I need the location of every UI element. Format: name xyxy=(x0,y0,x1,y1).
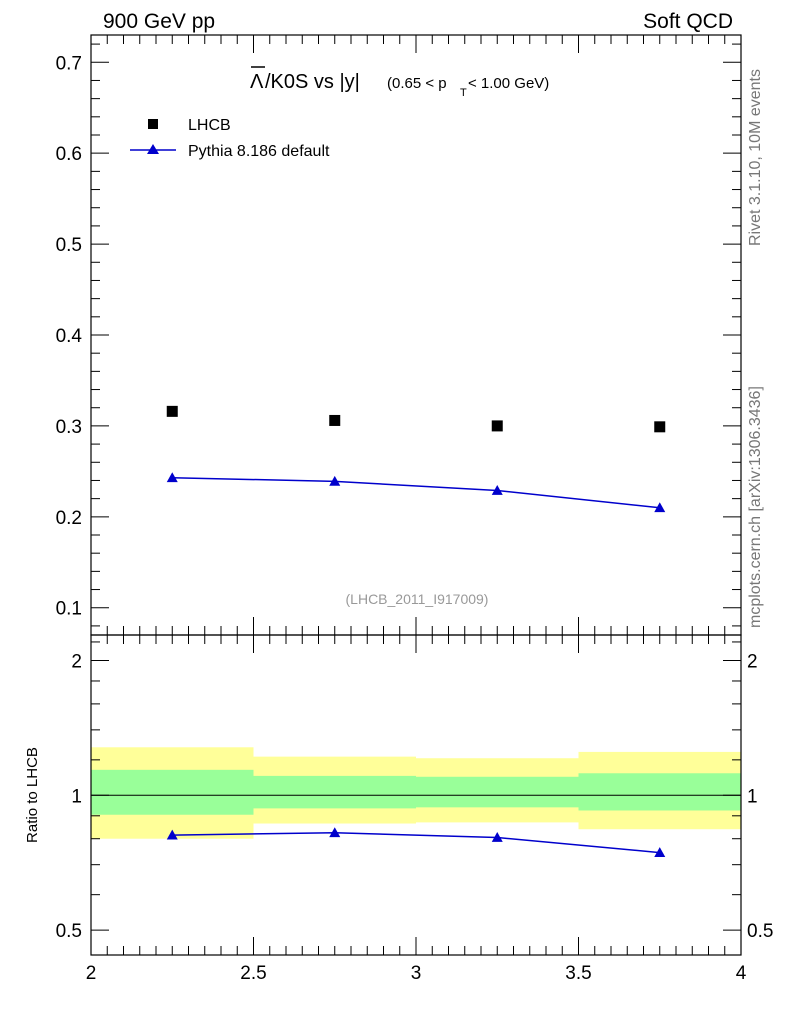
ratio-frame xyxy=(90,634,742,956)
plot-title-cut-open: (0.65 < p xyxy=(387,75,447,92)
ratio-band-inner xyxy=(578,773,741,811)
ratio-ytick-label-right: 1 xyxy=(747,786,758,807)
main-ytick-label: 0.6 xyxy=(56,144,82,165)
ratio-mc-curve xyxy=(172,831,660,854)
analysis-id-label: (LHCB_2011_I917009) xyxy=(346,591,489,607)
plot-title-main: /K0S vs |y| xyxy=(265,71,360,93)
mcplots-label: mcplots.cern.ch [arXiv:1306.3436] xyxy=(747,386,764,628)
header-category-label: Soft QCD xyxy=(643,10,733,33)
ratio-xtick-label: 3.5 xyxy=(565,963,591,984)
main-ytick-label: 0.1 xyxy=(56,599,82,620)
main-ytick-label: 0.3 xyxy=(56,417,82,438)
plot-title-cut-sub: T xyxy=(460,87,467,99)
legend-mc-marker xyxy=(147,144,159,154)
main-ytick-label: 0.2 xyxy=(56,508,82,529)
ratio-mc-point xyxy=(491,832,503,842)
mc-point xyxy=(166,472,178,483)
ratio-ytick-label-left: 2 xyxy=(71,651,82,672)
main-ytick-label: 0.4 xyxy=(56,326,83,347)
data-point xyxy=(329,414,341,426)
mc-point xyxy=(329,475,341,486)
ratio-bands xyxy=(91,747,741,839)
plot-title-cut-close: < 1.00 GeV) xyxy=(468,75,549,92)
ratio-y-ticks: 0.5 0.5 1 1 2 2 xyxy=(56,641,773,942)
mc-point xyxy=(654,502,666,513)
ratio-series xyxy=(166,827,666,857)
header-energy-label: 900 GeV pp xyxy=(103,10,215,33)
plot-title: Λ /K0S vs |y| (0.65 < p T < 1.00 GeV) xyxy=(250,66,549,99)
legend-data-label: LHCB xyxy=(188,117,231,134)
ratio-xtick-label: 2 xyxy=(86,963,97,984)
ratio-panel: 0.5 0.5 1 1 2 2 2 2.5 3 3.5 4 Ratio to LHCB xyxy=(24,634,773,984)
ratio-ytick-label-right: 2 xyxy=(747,651,758,672)
data-point xyxy=(654,421,666,433)
mc-curve xyxy=(172,476,660,509)
main-ytick-label: 0.5 xyxy=(56,235,82,256)
ratio-xtick-label: 4 xyxy=(736,963,747,984)
main-series xyxy=(166,405,666,513)
rivet-version-label: Rivet 3.1.10, 10M events xyxy=(747,69,764,246)
ratio-ytick-label-right: 0.5 xyxy=(747,921,773,942)
legend: LHCB Pythia 8.186 default xyxy=(130,117,330,160)
main-y-ticks: 0.1 0.2 0.3 0.4 0.5 0.6 0.7 xyxy=(56,43,741,627)
ratio-ytick-label-left: 0.5 xyxy=(56,921,82,942)
ratio-band-inner xyxy=(91,769,254,815)
ratio-y-axis-label: Ratio to LHCB xyxy=(24,747,41,843)
ratio-ytick-label-left: 1 xyxy=(71,786,82,807)
ratio-mc-point xyxy=(329,827,341,838)
ratio-xtick-label: 3 xyxy=(411,963,422,984)
legend-mc-label: Pythia 8.186 default xyxy=(188,143,330,160)
data-point xyxy=(491,420,503,432)
ratio-mc-point xyxy=(654,847,666,857)
data-point xyxy=(166,405,178,417)
main-ytick-label: 0.7 xyxy=(56,53,82,74)
ratio-mc-point xyxy=(166,829,178,840)
mc-point xyxy=(491,484,503,495)
legend-data-marker xyxy=(148,119,158,129)
plot-title-lambda: Λ xyxy=(250,71,264,93)
ratio-band-inner xyxy=(416,776,579,808)
main-panel: 0.1 0.2 0.3 0.4 0.5 0.6 0.7 xyxy=(56,34,742,636)
ratio-band-inner xyxy=(253,775,416,809)
ratio-xtick-label: 2.5 xyxy=(240,963,266,984)
